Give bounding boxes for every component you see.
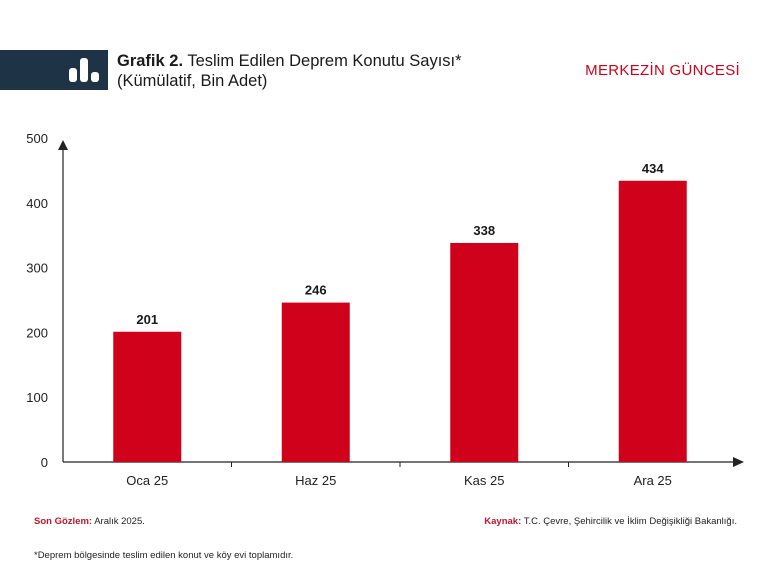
data-label: 434: [642, 161, 664, 176]
footnote: *Deprem bölgesinde teslim edilen konut v…: [34, 550, 294, 561]
bar: [618, 180, 687, 462]
y-tick-label: 100: [26, 390, 48, 405]
y-tick-label: 500: [26, 131, 48, 146]
chart-subtitle: (Kümülatif, Bin Adet): [117, 72, 268, 90]
bar: [450, 242, 519, 462]
chart-title-prefix: Grafik 2.: [117, 52, 184, 70]
x-axis-arrow: [733, 457, 744, 467]
chart-title: Grafik 2. Teslim Edilen Deprem Konutu Sa…: [117, 51, 537, 91]
y-tick-label: 0: [41, 455, 48, 470]
chart-title-main: Teslim Edilen Deprem Konutu Sayısı*: [187, 52, 462, 70]
x-tick-label: Haz 25: [295, 473, 336, 488]
header-band: [0, 50, 108, 90]
source-label: Kaynak:: [484, 516, 522, 527]
last-observation-value: Aralık 2025.: [94, 516, 145, 527]
source-note: Kaynak: T.C. Çevre, Şehircilik ve İklim …: [484, 516, 737, 527]
y-tick-label: 300: [26, 261, 48, 276]
y-tick-label: 200: [26, 325, 48, 340]
bar: [113, 331, 182, 462]
x-tick-label: Oca 25: [126, 473, 168, 488]
data-label: 201: [136, 312, 158, 327]
x-tick-label: Ara 25: [634, 473, 672, 488]
x-tick-label: Kas 25: [464, 473, 504, 488]
data-label: 338: [473, 223, 495, 238]
data-label: 246: [305, 283, 327, 298]
last-observation-label: Son Gözlem:: [34, 516, 93, 527]
y-tick-label: 400: [26, 196, 48, 211]
bar: [281, 302, 350, 462]
brand-logo-text: MERKEZİN GÜNCESİ: [585, 62, 740, 79]
source-value: T.C. Çevre, Şehircilik ve İklim Değişikl…: [523, 516, 737, 527]
y-axis-arrow: [58, 140, 68, 150]
bar-chart-icon: [69, 58, 99, 82]
last-observation: Son Gözlem: Aralık 2025.: [34, 516, 145, 527]
